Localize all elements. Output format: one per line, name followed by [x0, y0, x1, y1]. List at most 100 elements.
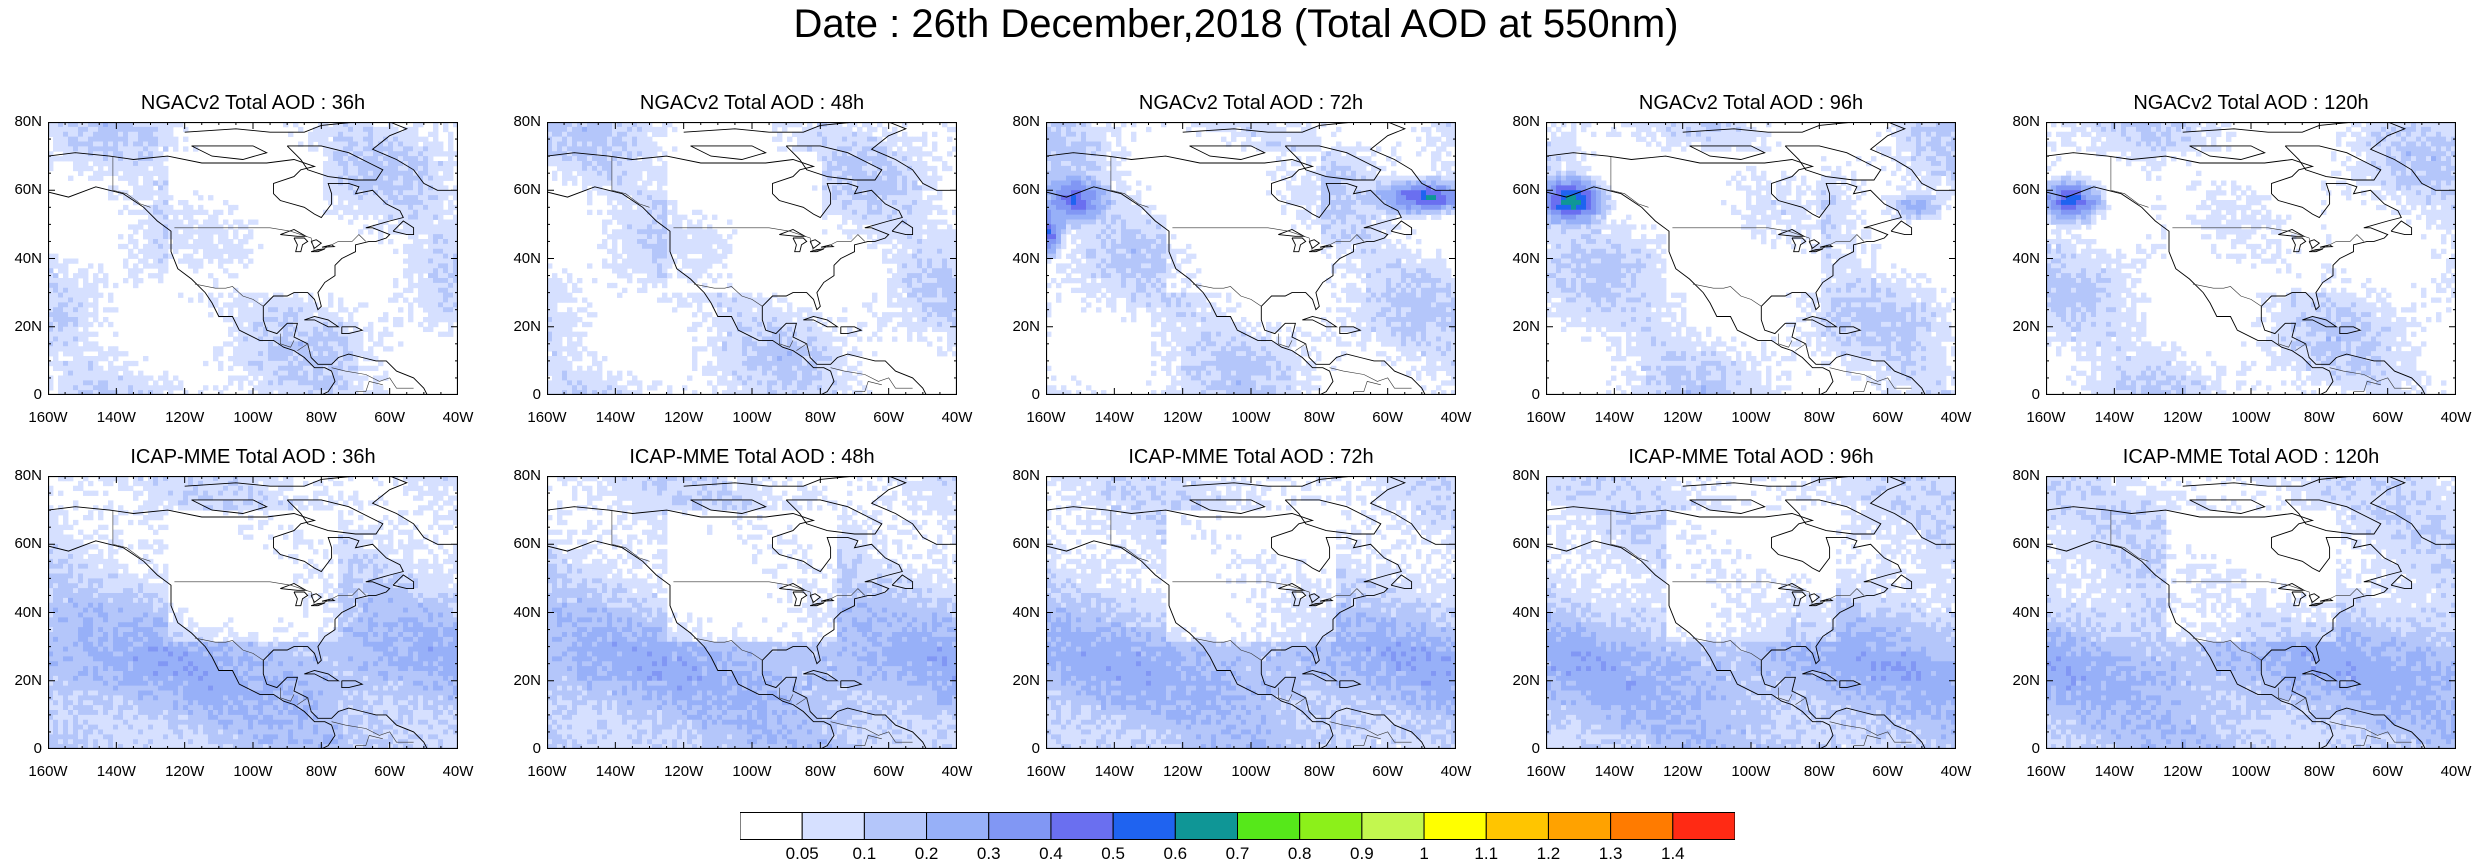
colorbar-swatch [1611, 813, 1673, 840]
aod-map [1046, 476, 1456, 749]
aod-map [547, 476, 957, 749]
lon-tick-label: 60W [2358, 409, 2418, 426]
lat-tick-label: 0 [2000, 386, 2040, 403]
panel-title: NGACv2 Total AOD : 72h [1046, 92, 1456, 115]
aod-map [547, 122, 957, 395]
lat-tick-label: 20N [2, 672, 42, 689]
lat-tick-label: 20N [2000, 672, 2040, 689]
lon-tick-label: 40W [927, 409, 987, 426]
lon-tick-label: 80W [1789, 409, 1849, 426]
lat-tick-label: 60N [2000, 535, 2040, 552]
lon-tick-label: 60W [1358, 763, 1418, 780]
lon-tick-label: 100W [2221, 763, 2281, 780]
lat-tick-label: 20N [2, 318, 42, 335]
colorbar-swatch [802, 813, 864, 840]
colorbar-swatch [927, 813, 989, 840]
lon-tick-label: 140W [86, 409, 146, 426]
lat-tick-label: 0 [1500, 740, 1540, 757]
lat-tick-label: 80N [1000, 467, 1040, 484]
lat-tick-label: 40N [1500, 604, 1540, 621]
lon-tick-label: 40W [2426, 763, 2472, 780]
lon-tick-label: 60W [859, 409, 919, 426]
panel-title: NGACv2 Total AOD : 48h [547, 92, 957, 115]
lat-tick-label: 20N [1000, 318, 1040, 335]
colorbar-label: 1.2 [1518, 844, 1578, 864]
colorbar-label: 0.5 [1083, 844, 1143, 864]
aod-map [48, 122, 458, 395]
lon-tick-label: 140W [585, 763, 645, 780]
lat-tick-label: 80N [2000, 113, 2040, 130]
lon-tick-label: 100W [1721, 409, 1781, 426]
lat-tick-label: 20N [2000, 318, 2040, 335]
aod-map [2046, 476, 2456, 749]
lon-tick-label: 120W [1653, 763, 1713, 780]
colorbar-swatch [1113, 813, 1175, 840]
colorbar-swatch [1486, 813, 1548, 840]
lat-tick-label: 40N [501, 604, 541, 621]
lon-tick-label: 160W [2016, 409, 2076, 426]
lat-tick-label: 20N [1500, 672, 1540, 689]
lon-tick-label: 80W [2289, 763, 2349, 780]
colorbar-swatch [1548, 813, 1610, 840]
lon-tick-label: 160W [2016, 763, 2076, 780]
main-title: Date : 26th December,2018 (Total AOD at … [0, 2, 2472, 47]
colorbar-swatch [1300, 813, 1362, 840]
lon-tick-label: 120W [654, 763, 714, 780]
aod-map [48, 476, 458, 749]
colorbar-label: 0.3 [959, 844, 1019, 864]
lon-tick-label: 140W [86, 763, 146, 780]
lon-tick-label: 100W [2221, 409, 2281, 426]
lon-tick-label: 160W [517, 409, 577, 426]
panel-title: ICAP-MME Total AOD : 72h [1046, 446, 1456, 469]
aod-map [1546, 476, 1956, 749]
lon-tick-label: 40W [428, 763, 488, 780]
lat-tick-label: 40N [1000, 250, 1040, 267]
colorbar-label: 0.1 [834, 844, 894, 864]
lat-tick-label: 40N [1500, 250, 1540, 267]
panel-title: ICAP-MME Total AOD : 96h [1546, 446, 1956, 469]
colorbar-swatch [1238, 813, 1300, 840]
lon-tick-label: 160W [1016, 409, 1076, 426]
panel-title: NGACv2 Total AOD : 120h [2046, 92, 2456, 115]
lon-tick-label: 120W [1153, 763, 1213, 780]
colorbar-label: 1.1 [1456, 844, 1516, 864]
lat-tick-label: 80N [1500, 467, 1540, 484]
lon-tick-label: 160W [1516, 409, 1576, 426]
lon-tick-label: 160W [18, 409, 78, 426]
lon-tick-label: 100W [1221, 763, 1281, 780]
aod-map [1546, 122, 1956, 395]
lon-tick-label: 80W [291, 409, 351, 426]
lon-tick-label: 100W [1721, 763, 1781, 780]
lat-tick-label: 60N [1000, 535, 1040, 552]
colorbar-label: 0.7 [1208, 844, 1268, 864]
lon-tick-label: 120W [1153, 409, 1213, 426]
panel-title: ICAP-MME Total AOD : 36h [48, 446, 458, 469]
lon-tick-label: 140W [2084, 409, 2144, 426]
lat-tick-label: 20N [501, 318, 541, 335]
lon-tick-label: 100W [722, 409, 782, 426]
lat-tick-label: 60N [2, 181, 42, 198]
lon-tick-label: 40W [1926, 409, 1986, 426]
colorbar-label: 0.8 [1270, 844, 1330, 864]
lat-tick-label: 0 [2, 740, 42, 757]
lon-tick-label: 80W [790, 763, 850, 780]
lat-tick-label: 0 [1000, 740, 1040, 757]
lat-tick-label: 80N [501, 467, 541, 484]
lon-tick-label: 160W [1516, 763, 1576, 780]
lat-tick-label: 0 [2000, 740, 2040, 757]
colorbar-label: 1.4 [1643, 844, 1703, 864]
lat-tick-label: 80N [2000, 467, 2040, 484]
colorbar-label: 1 [1394, 844, 1454, 864]
lat-tick-label: 60N [1000, 181, 1040, 198]
lon-tick-label: 40W [927, 763, 987, 780]
lon-tick-label: 60W [2358, 763, 2418, 780]
lon-tick-label: 40W [2426, 409, 2472, 426]
lat-tick-label: 40N [2, 250, 42, 267]
lat-tick-label: 80N [501, 113, 541, 130]
lon-tick-label: 120W [155, 763, 215, 780]
lat-tick-label: 40N [2000, 604, 2040, 621]
colorbar-label: 0.6 [1145, 844, 1205, 864]
lon-tick-label: 60W [859, 763, 919, 780]
lat-tick-label: 80N [1500, 113, 1540, 130]
lat-tick-label: 40N [1000, 604, 1040, 621]
